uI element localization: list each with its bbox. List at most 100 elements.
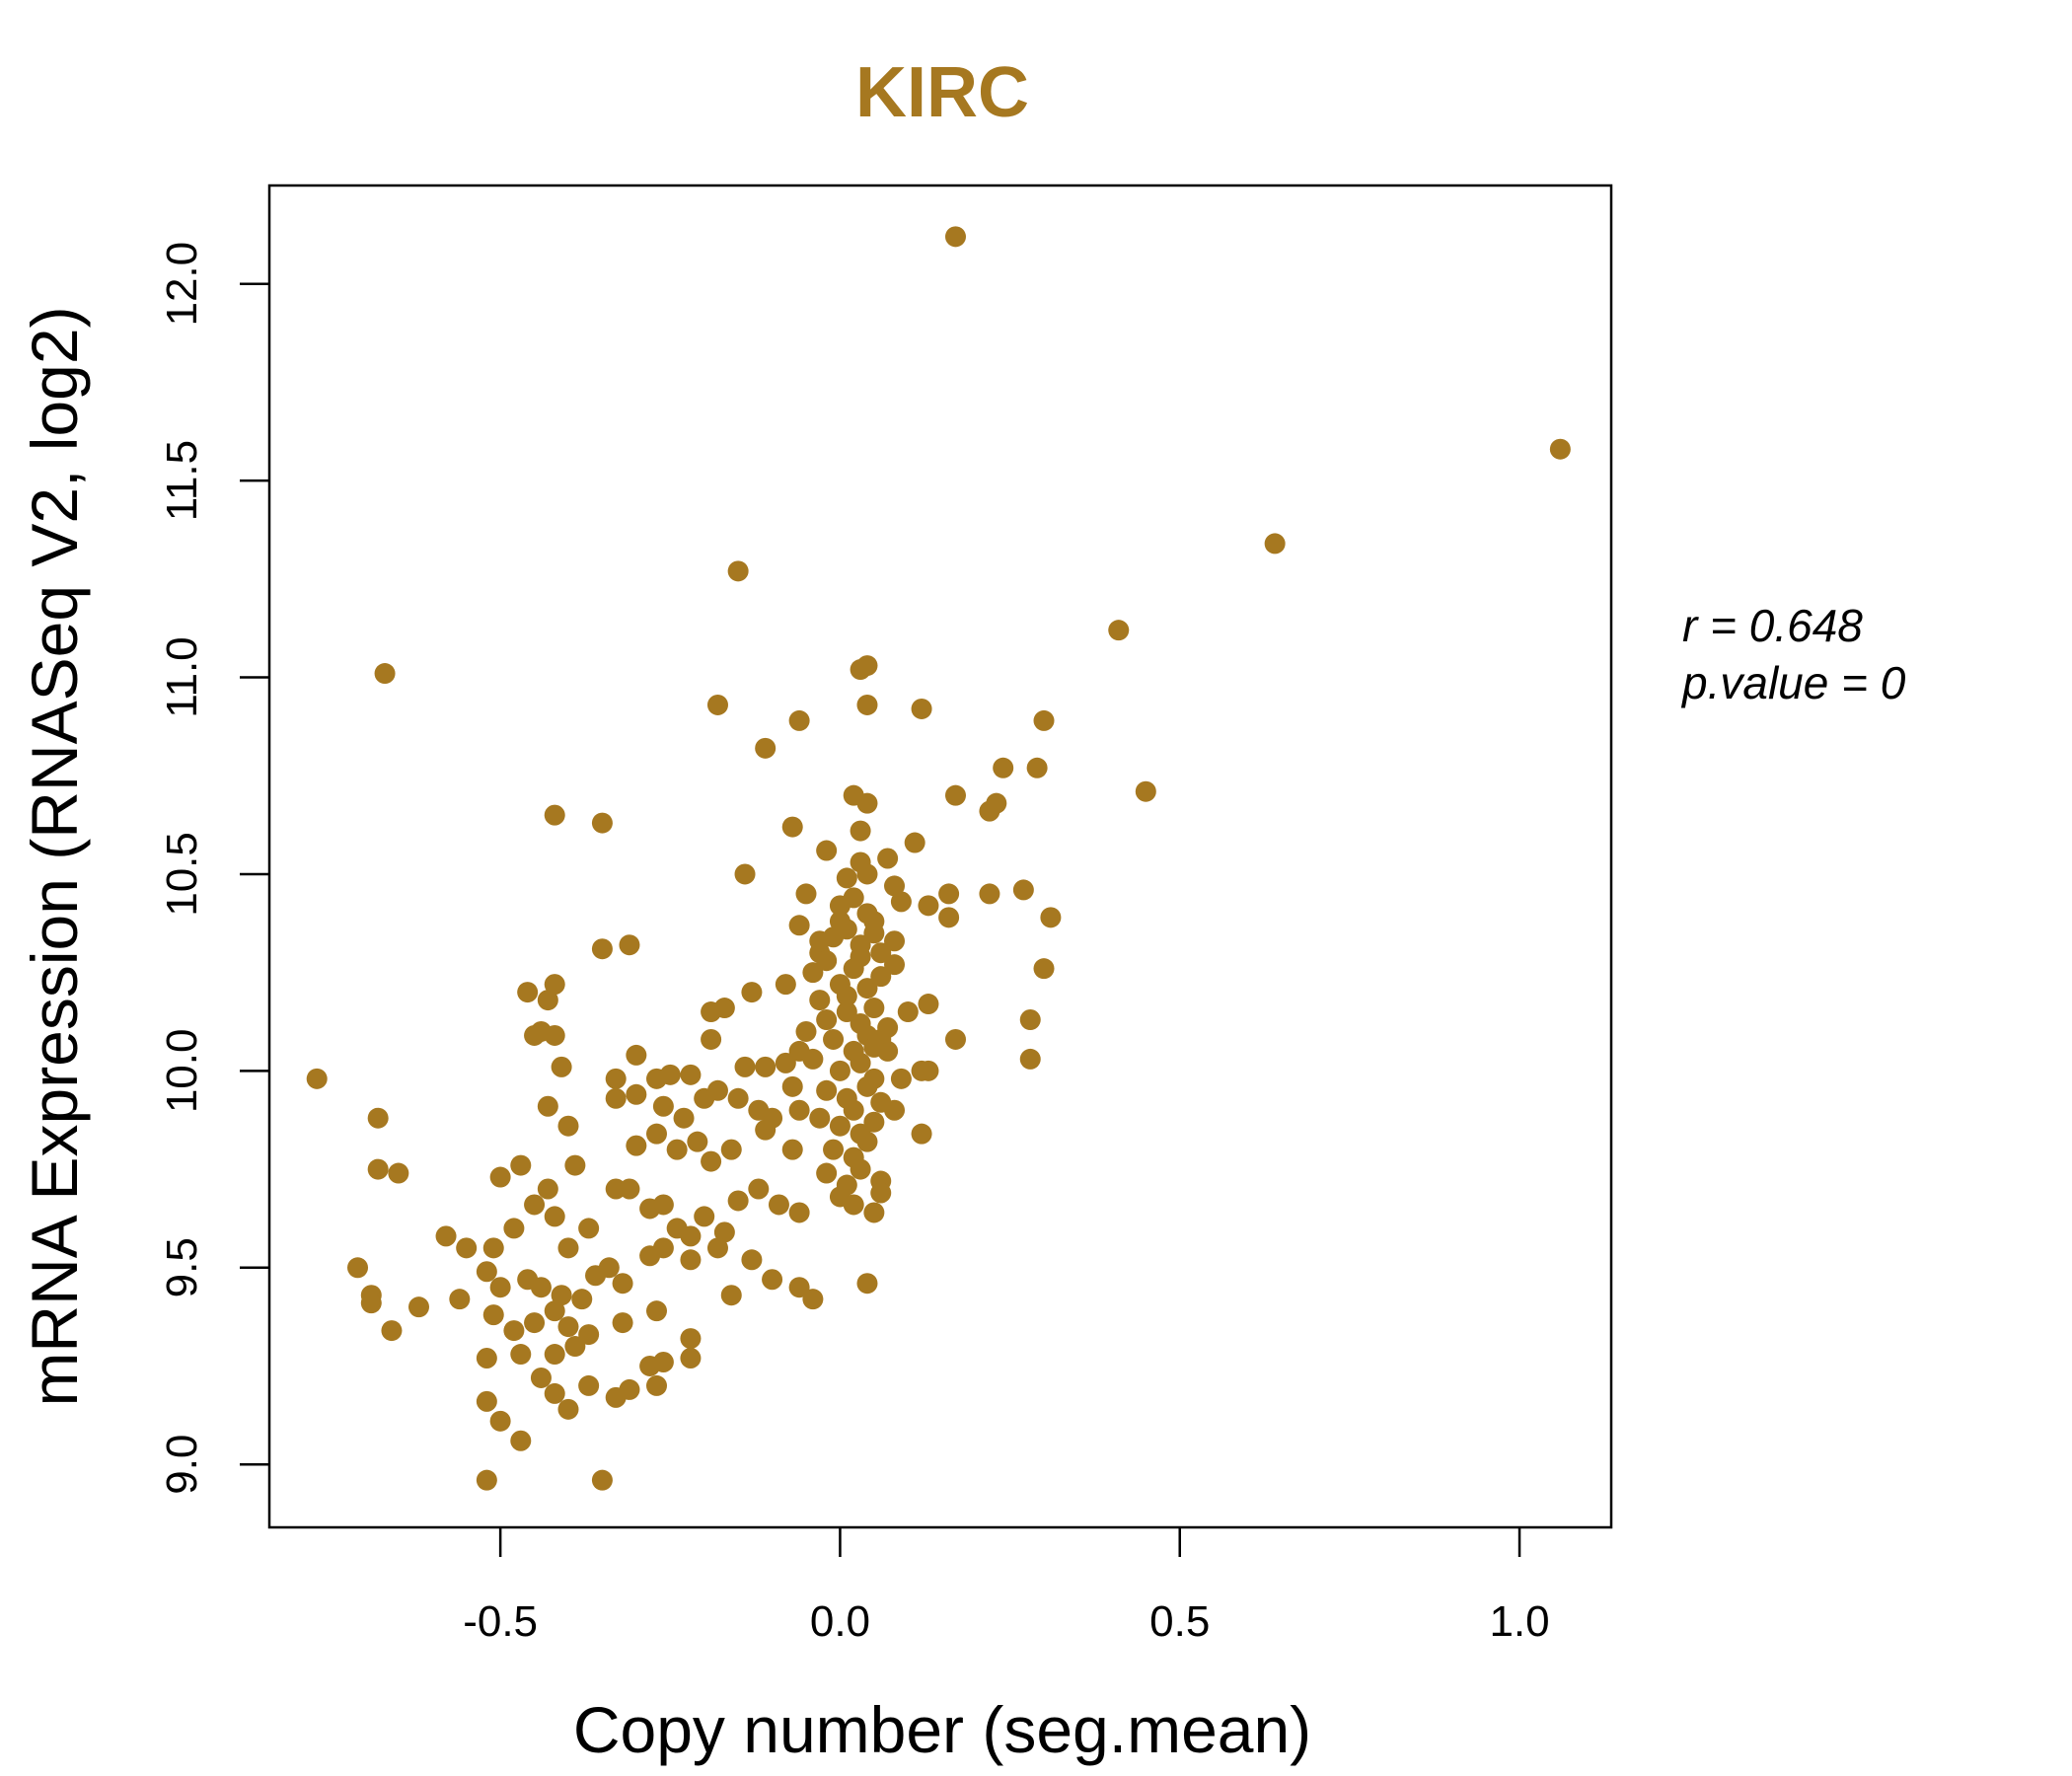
data-point <box>775 1052 796 1073</box>
data-point <box>306 1068 328 1089</box>
data-point <box>843 1194 864 1216</box>
data-point <box>788 1040 810 1062</box>
data-point <box>1019 1048 1041 1070</box>
data-point <box>652 1237 674 1259</box>
data-point <box>612 1273 633 1295</box>
data-point <box>544 974 565 996</box>
data-point <box>482 1304 504 1326</box>
data-point <box>646 1300 668 1322</box>
data-point <box>781 1075 803 1097</box>
data-point <box>557 1115 579 1137</box>
data-point <box>619 1378 640 1400</box>
data-point <box>1264 533 1286 555</box>
data-point <box>591 812 613 834</box>
data-point <box>1108 620 1130 641</box>
data-point <box>564 1336 586 1358</box>
y-tick-label: 9.5 <box>158 1237 206 1297</box>
data-point <box>1549 438 1571 460</box>
data-point <box>578 1218 600 1239</box>
data-point <box>476 1348 497 1369</box>
data-point <box>612 1312 633 1334</box>
data-point <box>755 1056 777 1077</box>
data-point <box>938 907 960 928</box>
data-point <box>850 1052 871 1073</box>
data-point <box>884 954 906 976</box>
data-point <box>762 1269 783 1291</box>
data-point <box>727 560 749 582</box>
data-point <box>843 887 864 909</box>
data-point <box>713 1221 735 1243</box>
data-point <box>605 1087 627 1109</box>
data-point <box>544 804 565 826</box>
data-point <box>706 1237 728 1259</box>
data-point <box>510 1344 532 1366</box>
data-point <box>836 919 857 940</box>
data-point <box>884 875 906 897</box>
data-point <box>374 663 396 685</box>
data-point <box>727 1190 749 1212</box>
data-point <box>944 1028 966 1050</box>
data-point <box>551 1056 572 1077</box>
data-point <box>680 1328 702 1350</box>
data-point <box>802 1289 824 1310</box>
x-tick-label: 0.5 <box>1149 1597 1210 1646</box>
data-point <box>816 840 838 861</box>
data-point <box>863 1111 885 1133</box>
data-point <box>741 1249 763 1271</box>
data-point <box>816 1009 838 1031</box>
data-point <box>591 1469 613 1491</box>
data-point <box>646 1374 668 1396</box>
data-point <box>795 883 817 905</box>
data-point <box>626 1083 647 1105</box>
data-point <box>476 1469 497 1491</box>
data-point <box>748 1178 770 1200</box>
x-axis: -0.5 0.0 0.5 1.0 <box>463 1527 1550 1646</box>
data-point <box>816 1162 838 1184</box>
data-point <box>476 1261 497 1283</box>
data-point <box>367 1158 389 1180</box>
y-tick-label: 12.0 <box>158 242 206 327</box>
data-point <box>694 1206 715 1227</box>
data-point <box>388 1162 409 1184</box>
data-point <box>510 1430 532 1451</box>
data-point <box>843 1099 864 1121</box>
data-point <box>944 784 966 806</box>
data-point <box>836 986 857 1007</box>
data-point <box>788 709 810 731</box>
data-point <box>1019 1009 1041 1031</box>
data-point <box>524 1194 546 1216</box>
data-point <box>489 1277 511 1298</box>
data-point <box>802 962 824 984</box>
data-point <box>850 659 871 681</box>
data-point <box>755 1119 777 1141</box>
data-point <box>720 1285 742 1306</box>
data-point <box>788 1202 810 1223</box>
data-point <box>482 1237 504 1259</box>
x-tick-label: 0.0 <box>810 1597 870 1646</box>
data-point <box>626 1044 647 1066</box>
data-point <box>598 1257 620 1279</box>
data-point <box>816 950 838 972</box>
data-point <box>652 1095 674 1117</box>
data-point <box>979 883 1000 905</box>
data-point <box>503 1320 525 1342</box>
data-point <box>619 1178 640 1200</box>
data-point <box>788 1099 810 1121</box>
y-tick-label: 10.5 <box>158 832 206 917</box>
data-point <box>510 1154 532 1176</box>
data-point <box>503 1218 525 1239</box>
data-point <box>666 1139 688 1160</box>
data-point <box>680 1249 702 1271</box>
data-point <box>551 1285 572 1306</box>
data-point <box>836 867 857 889</box>
data-point <box>680 1225 702 1247</box>
data-point <box>1040 907 1062 928</box>
p-value-label: p.value = 0 <box>1680 657 1906 708</box>
data-point <box>605 1068 627 1089</box>
data-point <box>781 816 803 838</box>
data-point <box>571 1289 593 1310</box>
data-point <box>870 1182 892 1204</box>
data-point <box>918 994 939 1015</box>
y-axis: 9.0 9.5 10.0 10.5 11.0 11.5 12.0 <box>158 242 269 1495</box>
data-point <box>836 1001 857 1023</box>
